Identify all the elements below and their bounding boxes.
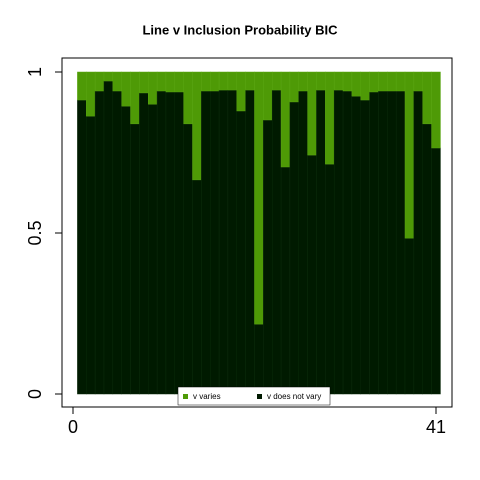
bar-segment: [342, 71, 353, 92]
bar-segment: [227, 89, 238, 395]
bar-segment: [209, 71, 220, 92]
bar-segment: [280, 71, 291, 168]
bar-segment: [192, 71, 202, 181]
bar-segment: [254, 323, 264, 395]
bar-segment: [112, 71, 122, 92]
legend-box: [177, 386, 331, 406]
bar-segment: [227, 71, 238, 91]
bar-segment: [404, 71, 415, 239]
bar-segment: [218, 71, 229, 91]
bar-segment: [298, 71, 308, 92]
legend-label: v varies: [193, 392, 221, 401]
bar-segment: [139, 92, 149, 395]
bar-segment: [431, 147, 441, 395]
bar-segment: [183, 123, 193, 395]
bar-segment: [351, 95, 361, 395]
bar-segment: [245, 71, 255, 91]
bar-segment: [236, 110, 246, 395]
bar-segment: [263, 119, 273, 395]
bar-segment: [148, 103, 158, 395]
bar-segment: [209, 90, 220, 395]
bar-segment: [395, 71, 406, 92]
bar-segment: [298, 90, 308, 395]
bar-segment: [387, 71, 397, 92]
bar-segment: [289, 71, 300, 103]
x-tick-label: 41: [426, 417, 446, 437]
bar-segment: [413, 90, 423, 395]
y-tick-label: 1: [25, 67, 45, 77]
x-tick-label: 0: [68, 417, 78, 437]
bar-segment: [121, 71, 131, 107]
bar-segment: [316, 71, 326, 91]
bar-segment: [325, 71, 335, 165]
bar-segment: [156, 90, 167, 395]
bar-segment: [174, 71, 184, 93]
bar-segment: [342, 90, 353, 395]
bar-segment: [77, 99, 87, 395]
bar-segment: [130, 71, 140, 125]
bar-segment: [369, 91, 379, 395]
bar-segment: [351, 71, 361, 97]
bar-segment: [307, 71, 317, 156]
bar-segment: [289, 101, 300, 395]
bar-segment: [165, 71, 176, 93]
bar-segment: [201, 90, 211, 395]
bar-segment: [395, 90, 406, 395]
bar-segment: [236, 71, 246, 112]
bar-segment: [333, 71, 344, 91]
bar-segment: [280, 166, 291, 395]
legend-label: v does not vary: [267, 392, 321, 401]
bar-segment: [112, 90, 122, 395]
bar-segment: [245, 89, 255, 395]
bar-segment: [271, 89, 282, 395]
bar-segment: [254, 71, 264, 325]
bar-segment: [404, 237, 415, 395]
bar-segment: [325, 163, 335, 395]
bar-segment: [360, 99, 370, 395]
bar-segment: [316, 89, 326, 395]
legend-swatch: [183, 394, 188, 399]
legend-swatch: [257, 394, 262, 399]
bar-segment: [77, 71, 87, 101]
bar-segment: [148, 71, 158, 105]
bar-segment: [192, 179, 202, 395]
bar-segment: [360, 71, 370, 101]
bar-segment: [218, 89, 229, 395]
y-tick-label: 0: [25, 389, 45, 399]
bar-segment: [378, 71, 388, 92]
bar-segment: [130, 123, 140, 395]
bar-segment: [139, 71, 149, 94]
bar-segment: [94, 71, 105, 92]
bar-segment: [413, 71, 423, 92]
bar-segment: [369, 71, 379, 93]
bar-segment: [263, 71, 273, 121]
bar-segment: [94, 90, 105, 395]
bar-segment: [307, 154, 317, 395]
bar-segment: [387, 90, 397, 395]
bar-segment: [165, 91, 176, 395]
bar-segment: [201, 71, 211, 92]
bar-segment: [103, 71, 114, 82]
chart-title: Line v Inclusion Probability BIC: [142, 22, 338, 37]
bar-segment: [333, 89, 344, 395]
bar-segment: [174, 91, 184, 395]
bar-segment: [431, 71, 441, 149]
bar-segment: [422, 123, 432, 395]
bar-segment: [378, 90, 388, 395]
bar-segment: [121, 105, 131, 395]
bar-segment: [86, 71, 96, 117]
bar-segment: [271, 71, 282, 91]
bar-segment: [422, 71, 432, 125]
bar-segment: [156, 71, 167, 92]
y-tick-label: 0.5: [25, 220, 45, 245]
bar-segment: [86, 115, 96, 395]
bar-segment: [103, 80, 114, 395]
bar-segment: [183, 71, 193, 125]
